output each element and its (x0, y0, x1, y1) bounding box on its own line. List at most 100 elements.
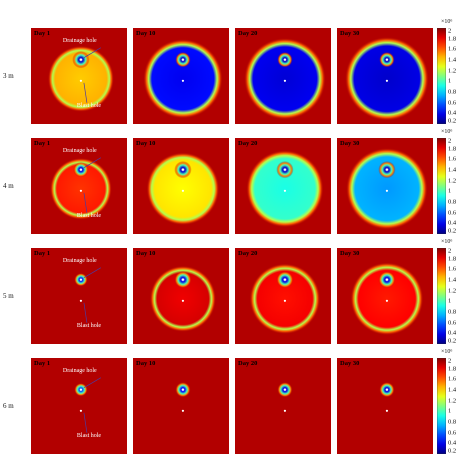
colorbar-tick-label: 1.6 (448, 45, 457, 53)
drainage-hole-pointer (83, 267, 102, 278)
day-label: Day 20 (238, 360, 258, 367)
relief-zone (146, 152, 220, 226)
day-label: Day 10 (136, 140, 156, 147)
colorbar-tick-label: 1.4 (448, 56, 457, 64)
blast-hole-pointer (83, 82, 88, 103)
colorbar-tick-label: 0.2 (448, 117, 457, 125)
blast-hole-marker (385, 79, 389, 82)
colorbar-tick-label: 0.6 (448, 209, 457, 217)
stress-contour (31, 138, 127, 234)
colorbar-tick-label: 1.4 (448, 166, 457, 174)
colorbar-ticks: 2 1.8 1.6 1.4 1.2 1 0.8 0.6 0.4 0.2 (448, 357, 468, 455)
contour-panel: Day 30 (337, 28, 433, 124)
colorbar (436, 137, 447, 235)
drainage-hole-marker (385, 278, 389, 281)
day-label: Day 20 (238, 140, 258, 147)
relief-zone (47, 45, 115, 112)
colorbar (436, 357, 447, 455)
colorbar-tick-label: 1.8 (448, 35, 457, 43)
row-label: 3 m (3, 72, 14, 80)
day-label: Day 10 (136, 30, 156, 37)
colorbar-gradient (436, 357, 447, 455)
contour-panel: Drainage hole Blast hole Day 1 (31, 248, 127, 344)
drainage-hole-marker (181, 168, 185, 171)
colorbar-ticks: 2 1.8 1.6 1.4 1.2 1 0.8 0.6 0.4 0.2 (448, 247, 468, 345)
colorbar-tick-label: 2 (448, 247, 452, 255)
colorbar-tick-label: 2 (448, 357, 452, 365)
blast-hole-pointer (83, 192, 88, 213)
relief-zone (246, 150, 324, 228)
colorbar-tick-label: 1.8 (448, 255, 457, 263)
colorbar-tick-label: 1.8 (448, 365, 457, 373)
relief-zone (244, 37, 326, 120)
blast-hole-marker (385, 409, 389, 412)
blast-hole-marker (283, 189, 287, 192)
colorbar-tick-label: 1.2 (448, 67, 457, 75)
colorbar-tick-label: 0.6 (448, 429, 457, 437)
blast-hole-marker (181, 189, 185, 192)
drainage-hole-marker (385, 388, 389, 391)
blast-hole-marker (181, 79, 185, 82)
drainage-hole-marker (283, 58, 287, 61)
relief-zone (346, 147, 428, 230)
contour-panel: Day 30 (337, 138, 433, 234)
day-label: Day 1 (34, 360, 51, 367)
contour-panel: Day 20 (235, 358, 331, 454)
day-label: Day 1 (34, 250, 51, 257)
stress-background (337, 358, 433, 454)
blast-hole-marker (385, 299, 389, 302)
colorbar-tick-label: 1.6 (448, 265, 457, 273)
relief-zone (143, 39, 223, 119)
relief-zone (149, 265, 217, 332)
colorbar-tick-label: 1.4 (448, 386, 457, 394)
blast-hole-marker (283, 79, 287, 82)
colorbar-tick-label: 0.8 (448, 308, 457, 316)
day-label: Day 20 (238, 30, 258, 37)
blast-hole-marker (283, 299, 287, 302)
contour-panel: Day 10 (133, 138, 229, 234)
blast-hole-marker (79, 299, 83, 302)
drainage-hole-marker (79, 58, 83, 61)
contour-panel: Day 20 (235, 248, 331, 344)
drainage-hole-pointer (83, 377, 102, 388)
drainage-hole-marker (283, 388, 287, 391)
stress-contour (235, 358, 331, 454)
colorbar-tick-label: 0.4 (448, 109, 457, 117)
colorbar-tick-label: 0.8 (448, 88, 457, 96)
stress-contour (133, 358, 229, 454)
drainage-hole-marker (283, 168, 287, 171)
blast-hole-pointer (83, 302, 88, 323)
stress-contour (31, 358, 127, 454)
stress-contour (235, 28, 331, 124)
stress-contour (337, 28, 433, 124)
stress-contour (337, 358, 433, 454)
colorbar-tick-label: 0.8 (448, 198, 457, 206)
day-label: Day 10 (136, 250, 156, 257)
colorbar-gradient (436, 27, 447, 125)
row-label: 6 m (3, 402, 14, 410)
drainage-hole-marker (79, 168, 83, 171)
colorbar-multiplier: ×10⁶ (441, 19, 453, 25)
colorbar-tick-label: 0.8 (448, 418, 457, 426)
colorbar-tick-label: 1.2 (448, 397, 457, 405)
colorbar-tick-label: 1 (448, 297, 452, 305)
drainage-hole-label: Drainage hole (62, 147, 97, 154)
colorbar-ticks: 2 1.8 1.6 1.4 1.2 1 0.8 0.6 0.4 0.2 (448, 138, 468, 235)
colorbar-tick-label: 1.6 (448, 375, 457, 383)
colorbar-tick-label: 0.4 (448, 329, 457, 337)
colorbar-multiplier: ×10⁶ (441, 129, 453, 135)
blast-hole-marker (385, 189, 389, 192)
blast-hole-pointer (83, 412, 88, 433)
contour-panel: Drainage hole Blast hole Day 1 (31, 358, 127, 454)
blast-hole-marker (181, 299, 185, 302)
contour-panel: Drainage hole Blast hole Day 1 (31, 28, 127, 124)
drainage-hole-marker (79, 278, 83, 281)
colorbar (436, 247, 447, 345)
day-label: Day 30 (340, 360, 360, 367)
drainage-hole-label: Drainage hole (62, 37, 97, 44)
stress-contour (133, 248, 229, 344)
colorbar-tick-label: 0.4 (448, 219, 457, 227)
contour-panel: Drainage hole Blast hole Day 1 (31, 138, 127, 234)
drainage-hole-marker (181, 278, 185, 281)
drainage-hole-marker (181, 388, 185, 391)
